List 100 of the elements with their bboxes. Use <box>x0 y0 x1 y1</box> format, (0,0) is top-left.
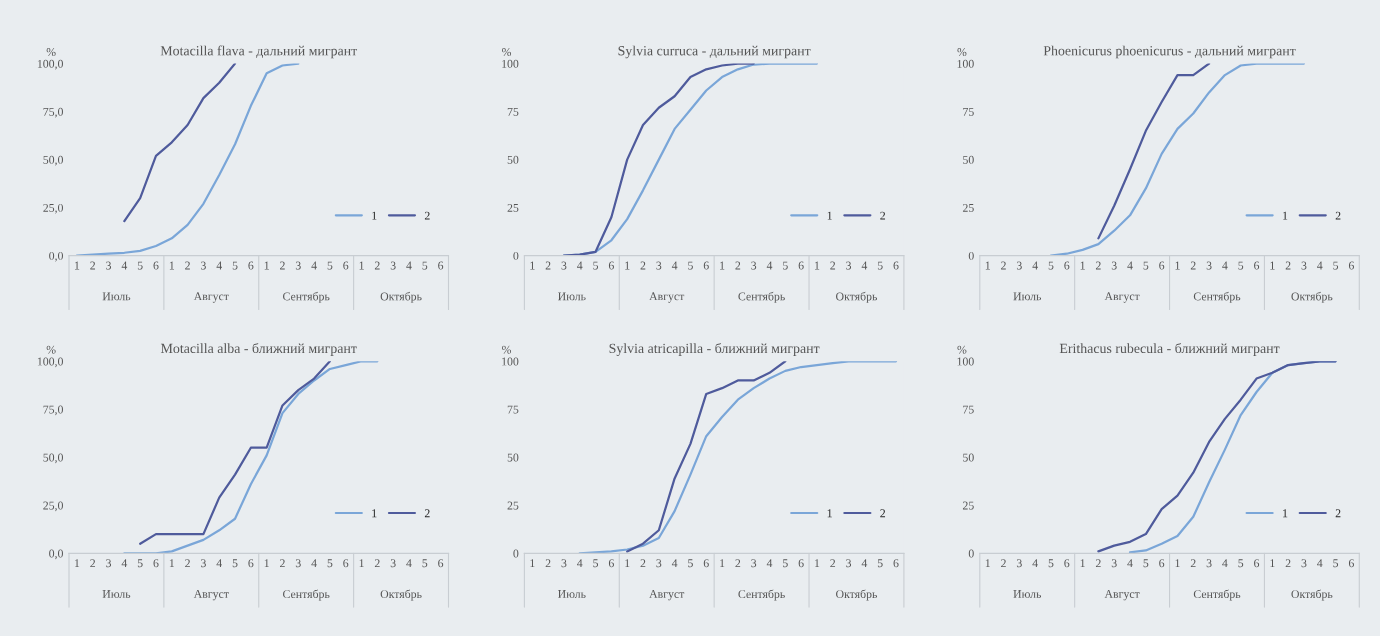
y-tick-label: 50,0 <box>43 155 63 166</box>
x-tick-label: 1 <box>1270 261 1275 270</box>
x-tick-label: 4 <box>1317 261 1323 270</box>
x-tick-label: 6 <box>1064 559 1070 568</box>
x-tick-label: 2 <box>185 559 190 568</box>
y-tick-label: 100 <box>957 357 974 366</box>
legend-label: 2 <box>424 509 430 518</box>
x-tick-label: 6 <box>248 261 254 270</box>
y-tick-label: 50 <box>963 155 974 164</box>
x-tick-label: 2 <box>374 559 380 568</box>
legend-label: 1 <box>1283 509 1288 518</box>
text: Июль <box>558 590 586 598</box>
x-tick-label: 6 <box>153 559 159 568</box>
text: Июль <box>1013 590 1042 598</box>
x-tick-label: 3 <box>751 559 757 568</box>
y-tick-label: 0 <box>968 549 974 558</box>
line-series <box>123 63 237 223</box>
x-tick-label: 6 <box>438 261 444 270</box>
x-tick-label: 6 <box>248 559 254 568</box>
x-tick-label: 4 <box>861 261 868 270</box>
x-tick-label: 6 <box>798 261 804 270</box>
y-tick-label: 50 <box>507 155 519 164</box>
x-tick-label: 6 <box>1348 261 1354 270</box>
x-tick-label: 5 <box>1333 261 1339 270</box>
y-axis-title: % <box>957 345 967 354</box>
x-tick-label: 4 <box>406 261 412 270</box>
x-tick-label: 1 <box>169 559 175 568</box>
chart-title: Sylvia curruca - дальний мигрант <box>618 45 811 59</box>
x-tick-label: 6 <box>608 261 614 270</box>
x-tick-label: 2 <box>830 261 836 270</box>
text: Июль <box>558 292 586 301</box>
x-tick-label: 4 <box>406 559 412 568</box>
x-tick-label: 5 <box>1048 559 1054 568</box>
legend-label: 2 <box>1335 211 1341 220</box>
x-tick-label: 6 <box>798 559 804 568</box>
x-tick-label: 3 <box>295 261 301 270</box>
x-tick-label: 3 <box>390 261 396 270</box>
x-tick-label: 6 <box>608 559 614 568</box>
x-tick-label: 4 <box>577 261 583 270</box>
x-tick-label: 3 <box>390 559 396 568</box>
text: Август <box>1104 292 1140 303</box>
y-tick-label: 25 <box>507 203 519 212</box>
x-tick-label: 3 <box>295 559 301 568</box>
y-tick-label: 100,0 <box>37 59 63 70</box>
x-tick-label: 4 <box>121 261 128 270</box>
x-tick-label: 5 <box>232 261 238 270</box>
text: Октябрь <box>1291 291 1333 303</box>
chart-title: Phoenicurus phoenicurus - дальний мигрант <box>1043 45 1296 59</box>
text: Октябрь <box>380 291 422 303</box>
x-tick-label: 5 <box>593 559 599 568</box>
x-tick-label: 3 <box>1301 261 1307 270</box>
chart-title: Motacilla alba - ближний мигрант <box>160 343 357 356</box>
y-axis-title: % <box>502 48 512 57</box>
y-axis-title: % <box>502 345 512 354</box>
x-tick-label: 6 <box>1254 261 1260 270</box>
x-tick-label: 1 <box>530 261 535 270</box>
y-tick-label: 50 <box>507 453 519 462</box>
y-tick-label: 0,0 <box>49 251 63 262</box>
legend-label: 1 <box>827 211 832 220</box>
text: Август <box>649 590 685 601</box>
x-tick-label: 6 <box>153 261 159 270</box>
x-tick-label: 1 <box>720 261 725 270</box>
y-tick-label: 25,0 <box>43 203 63 214</box>
x-tick-label: 1 <box>1175 261 1180 270</box>
x-tick-label: 2 <box>1190 261 1196 270</box>
x-tick-label: 4 <box>766 559 773 568</box>
x-tick-label: 3 <box>561 261 567 270</box>
x-tick-label: 2 <box>1095 261 1101 270</box>
x-tick-label: 1 <box>530 559 535 568</box>
x-tick-label: 4 <box>1032 559 1038 568</box>
x-tick-label: 3 <box>751 261 757 270</box>
x-tick-label: 5 <box>1143 559 1149 568</box>
legend-label: 2 <box>880 211 886 220</box>
x-tick-label: 1 <box>815 261 820 270</box>
text: Октябрь <box>836 589 878 601</box>
y-tick-label: 25 <box>507 501 519 510</box>
x-tick-label: 5 <box>877 559 883 568</box>
y-tick-label: 100 <box>957 59 974 68</box>
x-tick-label: 5 <box>1333 559 1339 568</box>
x-tick-label: 2 <box>545 559 551 568</box>
x-tick-label: 1 <box>1080 261 1085 270</box>
x-tick-label: 2 <box>640 261 646 270</box>
x-tick-label: 3 <box>1111 559 1117 568</box>
y-tick-label: 75 <box>963 107 974 116</box>
x-tick-label: 4 <box>1127 261 1133 270</box>
x-tick-label: 5 <box>877 261 883 270</box>
legend-label: 2 <box>880 509 886 518</box>
y-axis-title: % <box>46 48 56 57</box>
x-tick-label: 3 <box>846 261 852 270</box>
y-axis-title: % <box>46 345 56 354</box>
x-tick-label: 2 <box>1095 559 1101 568</box>
x-tick-label: 4 <box>861 559 868 568</box>
x-tick-label: 3 <box>201 559 206 568</box>
x-tick-label: 1 <box>985 261 990 270</box>
x-tick-label: 6 <box>1348 559 1354 568</box>
x-tick-label: 5 <box>327 261 333 270</box>
legend-label: 2 <box>424 211 430 220</box>
x-tick-label: 2 <box>735 261 741 270</box>
x-tick-label: 6 <box>703 559 709 568</box>
y-axis-title: % <box>957 48 967 57</box>
